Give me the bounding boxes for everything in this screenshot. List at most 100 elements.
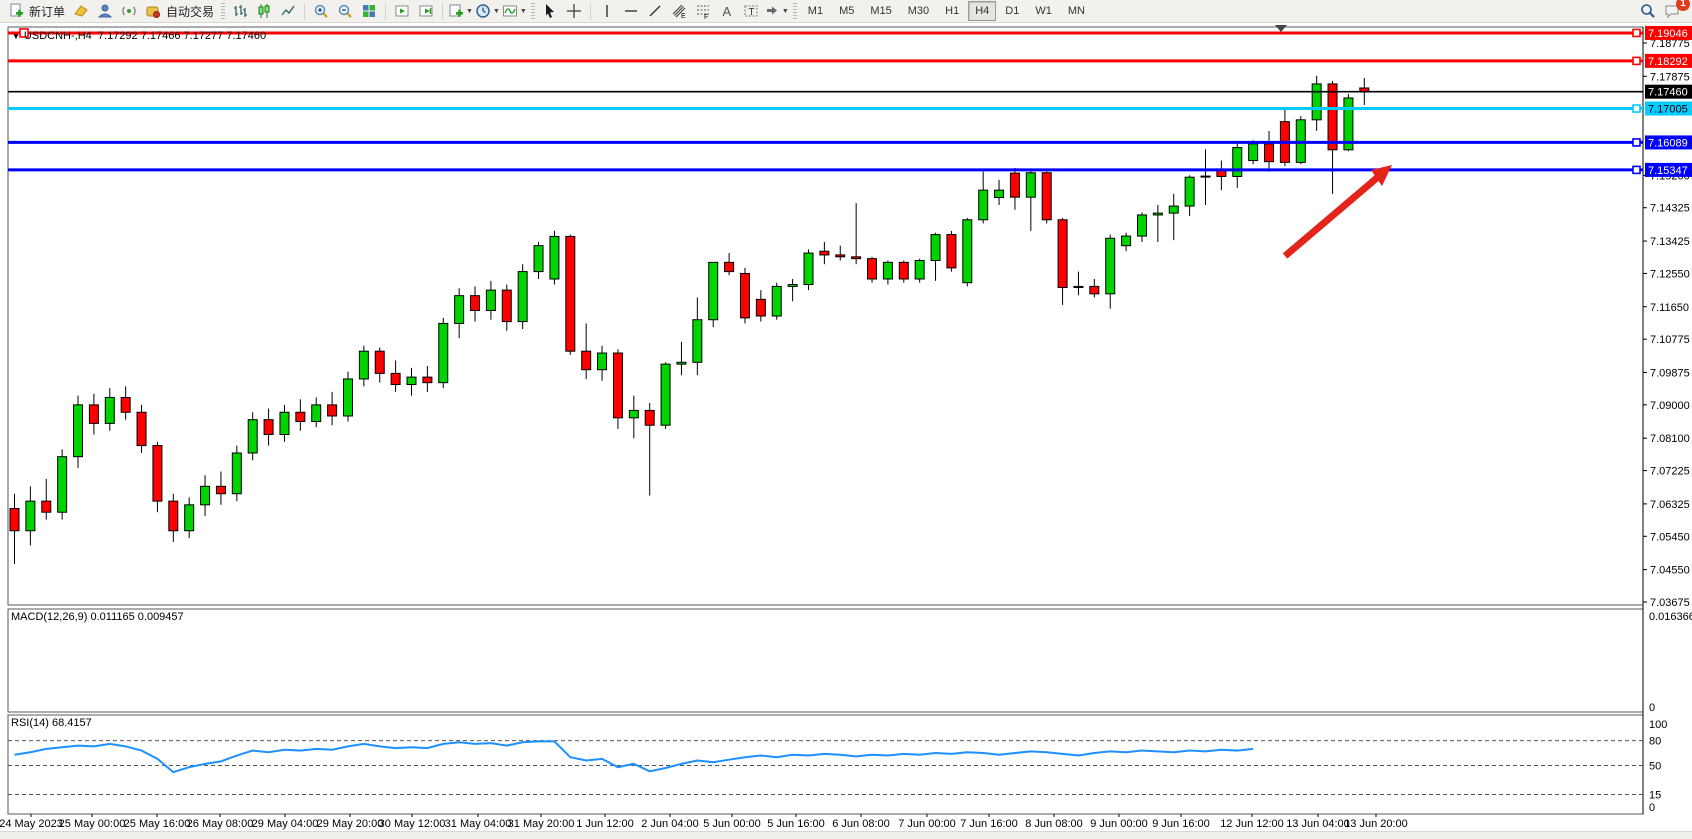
hline-button[interactable] <box>620 1 642 21</box>
price-tag-label: 7.17460 <box>1648 87 1688 99</box>
candle <box>851 256 862 260</box>
candle <box>438 322 449 384</box>
cursor-button[interactable] <box>539 1 561 21</box>
chart-shift-button[interactable] <box>391 1 413 21</box>
time-axis-label[interactable]: 26 May 08:00 <box>187 818 254 830</box>
price-tick-label: 7.18775 <box>1650 38 1690 50</box>
zoom-out-button[interactable] <box>334 1 356 21</box>
time-axis-label[interactable]: 5 Jun 16:00 <box>767 818 825 830</box>
new-order-label[interactable]: 新订单 <box>29 4 66 19</box>
hline-handle[interactable] <box>19 28 29 38</box>
metaeditor-button[interactable] <box>70 1 92 21</box>
autotrading-button[interactable] <box>142 1 164 21</box>
text-label-button[interactable]: T <box>740 1 762 21</box>
community-button[interactable] <box>94 1 116 21</box>
candle <box>930 234 941 261</box>
time-axis-label[interactable]: 12 Jun 12:00 <box>1220 818 1284 830</box>
chart-line-button[interactable] <box>277 1 299 21</box>
tf-h4[interactable]: H4 <box>968 1 997 21</box>
price-tick-label: 7.08100 <box>1650 433 1690 445</box>
symbol-dropdown-icon[interactable]: ▼ <box>12 32 20 41</box>
text-button[interactable]: A <box>716 1 738 21</box>
time-axis-label[interactable]: 31 May 04:00 <box>445 818 512 830</box>
hline-marker[interactable] <box>1632 104 1641 113</box>
fibonacci-button[interactable]: F <box>692 1 714 21</box>
hline-marker[interactable] <box>1632 56 1641 66</box>
price-tick-label: 7.07225 <box>1650 466 1690 478</box>
hline-marker[interactable] <box>1632 28 1641 38</box>
candle <box>136 411 147 447</box>
new-order-button[interactable] <box>5 1 27 21</box>
candle <box>660 363 671 426</box>
chart-bars-button[interactable] <box>229 1 251 21</box>
candle <box>644 409 655 426</box>
tf-m30[interactable]: M30 <box>907 5 930 17</box>
time-axis-label[interactable]: 31 May 20:00 <box>508 818 575 830</box>
time-axis-label[interactable]: 7 Jun 16:00 <box>960 818 1018 830</box>
tf-m1[interactable]: M1 <box>807 5 824 17</box>
candle <box>724 261 735 273</box>
time-axis-label[interactable]: 25 May 16:00 <box>124 818 191 830</box>
arrow-annotation-head[interactable] <box>1371 165 1392 186</box>
candle <box>454 295 465 324</box>
candle <box>311 404 322 423</box>
candle <box>422 376 433 384</box>
tile-windows-button[interactable] <box>358 1 380 21</box>
toolbar-grip <box>221 3 226 19</box>
tf-d1[interactable]: D1 <box>1005 5 1020 17</box>
hline-marker[interactable] <box>1632 138 1641 147</box>
chart-candles-button[interactable] <box>253 1 275 21</box>
candle <box>279 411 290 435</box>
time-axis-label[interactable]: 1 Jun 12:00 <box>576 818 634 830</box>
arrow-annotation-shaft[interactable] <box>1282 174 1381 259</box>
time-axis-label[interactable]: 6 Jun 08:00 <box>832 818 890 830</box>
hline-marker[interactable] <box>1632 165 1641 175</box>
crosshair-button[interactable] <box>563 1 585 21</box>
zoom-in-button[interactable] <box>310 1 332 21</box>
vline-button[interactable] <box>596 1 618 21</box>
candle <box>1343 97 1354 151</box>
signals-button[interactable] <box>118 1 140 21</box>
tf-m5[interactable]: M5 <box>839 5 855 17</box>
time-axis-label[interactable]: 9 Jun 00:00 <box>1090 818 1148 830</box>
candle <box>1121 235 1132 247</box>
toolbar-grip <box>792 3 797 19</box>
time-axis-label[interactable]: 30 May 12:00 <box>379 818 446 830</box>
time-axis-label[interactable]: 8 Jun 08:00 <box>1025 818 1083 830</box>
channel-button[interactable]: E <box>668 1 690 21</box>
search-button[interactable] <box>1637 1 1659 21</box>
tf-h1[interactable]: H1 <box>945 5 960 17</box>
chat-button[interactable]: 1 <box>1661 0 1690 21</box>
time-axis-label[interactable]: 7 Jun 00:00 <box>898 818 956 830</box>
chart-autoscroll-button[interactable] <box>415 1 437 21</box>
candle <box>200 485 211 506</box>
shapes-button[interactable]: ▼ <box>764 1 789 21</box>
time-axis-label[interactable]: 13 Jun 04:00 <box>1286 818 1350 830</box>
search-icon <box>1641 4 1655 18</box>
time-axis-label[interactable]: 9 Jun 16:00 <box>1152 818 1210 830</box>
time-axis-label[interactable]: 24 May 2023 <box>0 818 63 830</box>
tf-m15[interactable]: M15 <box>870 5 892 17</box>
new-chart-button[interactable]: ▼ <box>448 1 473 21</box>
text-label-icon: T <box>744 5 758 18</box>
time-axis-label[interactable]: 29 May 04:00 <box>252 818 319 830</box>
tf-mn[interactable]: MN <box>1067 5 1085 17</box>
time-axis-label[interactable]: 29 May 20:00 <box>317 818 384 830</box>
trendline-button[interactable] <box>644 1 666 21</box>
candle <box>1152 212 1163 216</box>
time-axis-label[interactable]: 25 May 00:00 <box>59 818 126 830</box>
tf-w1[interactable]: W1 <box>1035 5 1052 17</box>
time-axis-label[interactable]: 2 Jun 04:00 <box>641 818 699 830</box>
candle <box>692 319 703 363</box>
candle <box>1232 147 1243 177</box>
chart-title: ▼ USDCNH-,H4 7.17292 7.17466 7.17277 7.17… <box>12 30 266 42</box>
candle <box>898 261 909 280</box>
time-axis-label[interactable]: 13 Jun 20:00 <box>1344 818 1408 830</box>
periods-button[interactable]: ▼ <box>475 1 500 21</box>
chevron-down-icon: ▼ <box>781 7 789 15</box>
chart-shift-marker[interactable] <box>1275 25 1287 32</box>
indicators-button[interactable]: ▼ <box>502 1 527 21</box>
autotrading-label[interactable]: 自动交易 <box>166 4 215 19</box>
time-axis-label[interactable]: 5 Jun 00:00 <box>703 818 761 830</box>
